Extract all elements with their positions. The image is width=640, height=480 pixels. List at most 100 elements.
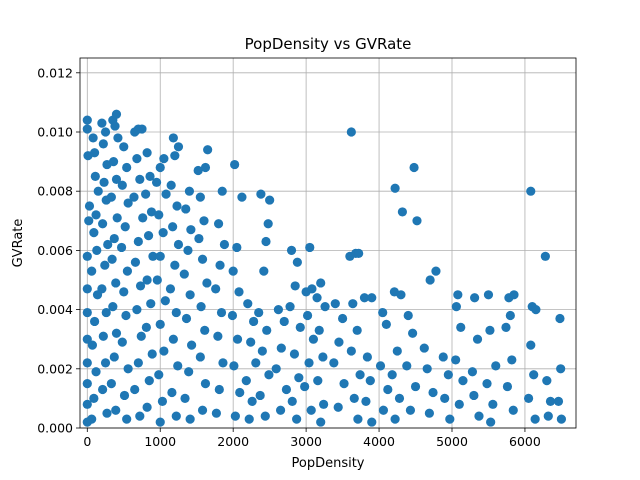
scatter-point xyxy=(179,269,189,279)
scatter-point xyxy=(230,411,240,421)
scatter-point xyxy=(170,260,180,270)
scatter-point xyxy=(120,222,130,232)
scatter-point xyxy=(556,364,566,374)
y-tick-label: 0.002 xyxy=(37,361,73,376)
scatter-point xyxy=(119,142,129,152)
scatter-point xyxy=(230,159,240,170)
plot-area xyxy=(80,58,576,428)
scatter-point xyxy=(123,364,133,374)
scatter-point xyxy=(146,299,156,309)
scatter-point xyxy=(116,242,127,253)
scatter-point xyxy=(155,417,165,427)
x-axis-ticks: 0 1000 2000 3000 4000 5000 6000 xyxy=(83,428,541,449)
scatter-point xyxy=(428,387,438,398)
scatter-point xyxy=(137,124,147,134)
scatter-point xyxy=(409,162,419,173)
scatter-point xyxy=(133,358,143,368)
scatter-point xyxy=(202,278,212,288)
scatter-point xyxy=(168,133,178,143)
scatter-point xyxy=(168,222,178,232)
scatter-point xyxy=(93,186,103,196)
scatter-point xyxy=(390,414,400,424)
scatter-point xyxy=(390,183,400,193)
scatter-point xyxy=(173,239,184,250)
scatter-point xyxy=(89,393,99,403)
scatter-point xyxy=(472,334,483,344)
scatter-point xyxy=(173,142,184,152)
scatter-point xyxy=(396,290,406,300)
scatter-point xyxy=(92,245,102,255)
scatter-point xyxy=(279,316,289,327)
scatter-point xyxy=(181,313,192,324)
scatter-point xyxy=(488,399,498,409)
scatter-point xyxy=(523,393,534,403)
scatter-point xyxy=(346,127,356,137)
scatter-point xyxy=(111,278,121,288)
scatter-point xyxy=(197,254,208,264)
scatter-point xyxy=(456,322,466,332)
scatter-point xyxy=(161,189,171,199)
scatter-point xyxy=(313,376,323,386)
scatter-point xyxy=(339,379,349,389)
scatter-point xyxy=(412,216,422,226)
scatter-point xyxy=(132,154,142,164)
scatter-point xyxy=(349,393,359,403)
scatter-point xyxy=(467,367,478,377)
scatter-point xyxy=(155,319,165,329)
scatter-point xyxy=(237,192,247,202)
scatter-point xyxy=(232,334,243,344)
scatter-point xyxy=(387,370,397,380)
scatter-point xyxy=(273,305,283,315)
scatter-point xyxy=(451,355,461,365)
scatter-point xyxy=(295,322,305,332)
scatter-point xyxy=(251,358,261,368)
scatter-point xyxy=(183,245,193,255)
scatter-point xyxy=(408,328,418,338)
scatter-point xyxy=(82,251,92,261)
scatter-point xyxy=(247,396,257,406)
scatter-point xyxy=(136,331,146,341)
scatter-point xyxy=(302,310,313,321)
scatter-point xyxy=(143,231,154,241)
scatter-point xyxy=(337,313,348,324)
scatter-point xyxy=(111,174,122,184)
scatter-point xyxy=(211,284,221,294)
scatter-point xyxy=(422,364,432,374)
scatter-point xyxy=(145,171,155,181)
scatter-point xyxy=(100,127,111,137)
scatter-point xyxy=(193,165,203,176)
scatter-point xyxy=(556,414,567,424)
scatter-point xyxy=(218,358,228,368)
y-tick-label: 0.008 xyxy=(37,184,73,199)
x-tick-label: 4000 xyxy=(363,434,395,449)
scatter-point xyxy=(109,352,119,362)
scatter-point xyxy=(111,405,121,415)
scatter-point xyxy=(111,109,122,119)
scatter-point xyxy=(443,370,453,380)
scatter-point xyxy=(173,361,183,371)
scatter-point xyxy=(90,171,100,181)
scatter-point xyxy=(352,325,362,335)
scatter-point xyxy=(154,210,164,220)
scatter-point xyxy=(157,396,168,406)
scatter-point xyxy=(121,310,131,321)
scatter-point xyxy=(89,316,100,327)
scatter-point xyxy=(361,396,371,406)
scatter-point xyxy=(97,284,107,294)
scatter-point xyxy=(155,251,165,261)
scatter-point xyxy=(110,121,120,131)
scatter-point xyxy=(531,305,541,315)
scatter-point xyxy=(170,151,180,161)
scatter-point xyxy=(263,219,273,229)
scatter-point xyxy=(123,198,133,208)
scatter-point xyxy=(203,145,213,155)
scatter-point xyxy=(394,393,405,403)
scatter-point xyxy=(142,148,152,158)
scatter-point xyxy=(367,293,377,303)
scatter-point xyxy=(381,319,391,329)
scatter-point xyxy=(300,381,310,392)
chart-title: PopDensity vs GVRate xyxy=(245,35,412,53)
scatter-point xyxy=(122,162,132,173)
scatter-point xyxy=(375,361,386,371)
scatter-point xyxy=(505,310,515,321)
